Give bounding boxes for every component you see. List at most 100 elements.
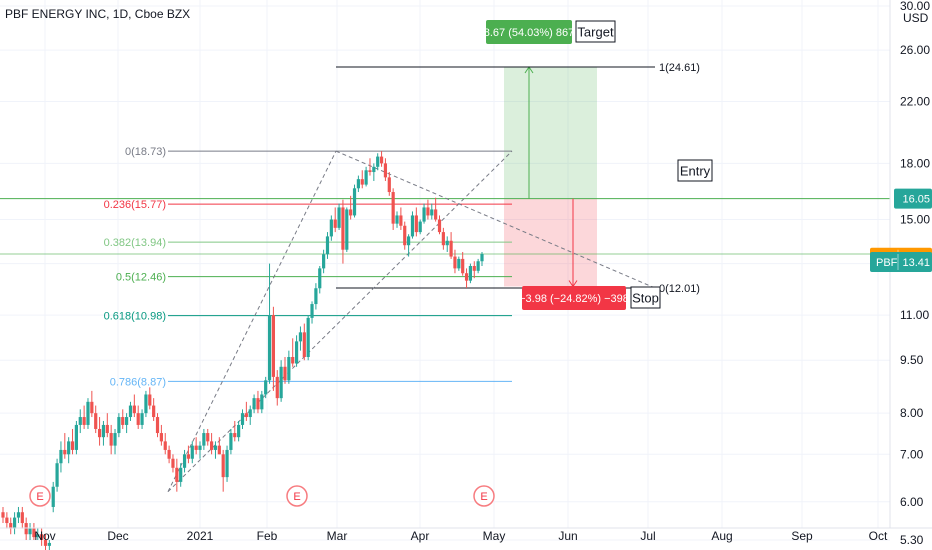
- candle-body: [395, 215, 399, 224]
- candle-body: [418, 221, 422, 233]
- y-tick-label: 11.00: [900, 308, 929, 322]
- candle: [422, 203, 426, 224]
- earnings-label: E: [480, 491, 487, 503]
- earnings-marker: E: [29, 485, 51, 507]
- candle: [356, 175, 360, 193]
- candle-body: [422, 207, 426, 222]
- candle: [179, 463, 183, 487]
- candle-body: [16, 512, 21, 518]
- y-tick-label: 5.30: [900, 533, 924, 547]
- candle: [86, 398, 90, 429]
- candle-body: [171, 458, 175, 468]
- candle: [144, 390, 148, 418]
- candle: [244, 401, 248, 421]
- candle: [233, 420, 237, 442]
- candle-body: [105, 424, 109, 434]
- candle: [379, 151, 384, 167]
- candle-body: [101, 424, 106, 438]
- fib-level-label: 0(18.73): [125, 146, 166, 158]
- candle-body: [267, 315, 272, 381]
- candle: [36, 528, 40, 540]
- candle: [302, 323, 306, 361]
- y-tick-label: 9.50: [900, 353, 924, 367]
- candle: [190, 441, 194, 464]
- y-tick-label: 26.00: [900, 43, 930, 57]
- candle: [310, 301, 314, 324]
- candle-body: [28, 528, 32, 535]
- candle: [441, 227, 445, 250]
- candle: [132, 394, 136, 418]
- candle-body: [445, 240, 449, 246]
- candle-body: [40, 534, 44, 540]
- candle-body: [94, 413, 98, 429]
- loss-zone: [504, 198, 597, 287]
- fibonacci-retracement: 0(18.73) 0.236(15.77) 0.382(13.94) 0.5(12.4…: [104, 146, 512, 388]
- candle-body: [59, 449, 63, 464]
- entry-annotation: Entry: [680, 164, 711, 179]
- trend-fib-level-label: 1(24.61): [659, 62, 700, 74]
- candle-body: [252, 398, 256, 410]
- candle: [248, 405, 252, 425]
- candle: [70, 428, 75, 455]
- candle-body: [318, 268, 322, 289]
- candle-body: [43, 540, 48, 546]
- candle: [152, 398, 156, 421]
- price-tag: 16.05: [894, 188, 932, 209]
- candle-body: [275, 376, 279, 399]
- candle: [337, 203, 341, 230]
- candle: [387, 172, 391, 196]
- candle-body: [109, 433, 113, 446]
- candle: [121, 409, 125, 429]
- price-tag-label: PBF: [876, 257, 898, 269]
- candle: [221, 449, 225, 492]
- candle: [464, 268, 469, 289]
- candle-body: [217, 445, 221, 455]
- candle-body: [136, 413, 140, 425]
- candle: [63, 433, 67, 459]
- earnings-icon: [29, 485, 51, 507]
- candle-body: [128, 405, 133, 418]
- candle: [159, 424, 163, 446]
- candle-body: [51, 486, 55, 507]
- candle-body: [322, 254, 326, 269]
- candle-body: [314, 288, 318, 305]
- candle: [240, 409, 245, 429]
- candle-body: [167, 449, 171, 459]
- candle: [252, 394, 256, 414]
- candle-body: [175, 467, 179, 482]
- candle: [314, 283, 318, 310]
- candle-body: [198, 445, 202, 450]
- candle: [414, 207, 418, 237]
- candle: [125, 413, 129, 434]
- profit-zone: [504, 67, 597, 199]
- candle-body: [190, 445, 194, 459]
- candle-body: [152, 405, 156, 418]
- candle: [136, 405, 140, 429]
- candle: [318, 265, 322, 294]
- candle-body: [464, 273, 469, 281]
- candle: [453, 249, 457, 274]
- candle: [1, 506, 5, 524]
- candle-body: [78, 417, 82, 425]
- candle-body: [221, 454, 225, 478]
- candle-body: [74, 424, 78, 450]
- candle-body: [148, 394, 152, 406]
- candle: [198, 441, 202, 459]
- candle-body: [163, 441, 167, 450]
- stop-pnl-label: −3.98 (−24.82%) −398: [519, 293, 629, 305]
- candle-body: [349, 209, 353, 216]
- candle-body: [229, 433, 233, 450]
- candle: [97, 417, 102, 446]
- candle-body: [287, 357, 291, 381]
- candle-body: [1, 512, 5, 518]
- candle: [140, 409, 144, 429]
- target-annotation: Target: [577, 25, 614, 40]
- stop-annotation-box: [630, 286, 661, 309]
- candle: [395, 211, 399, 228]
- position-zones: [0, 66, 890, 288]
- candle: [267, 263, 272, 384]
- candle: [105, 413, 109, 438]
- candle-body: [352, 188, 357, 216]
- candle-body: [55, 463, 59, 487]
